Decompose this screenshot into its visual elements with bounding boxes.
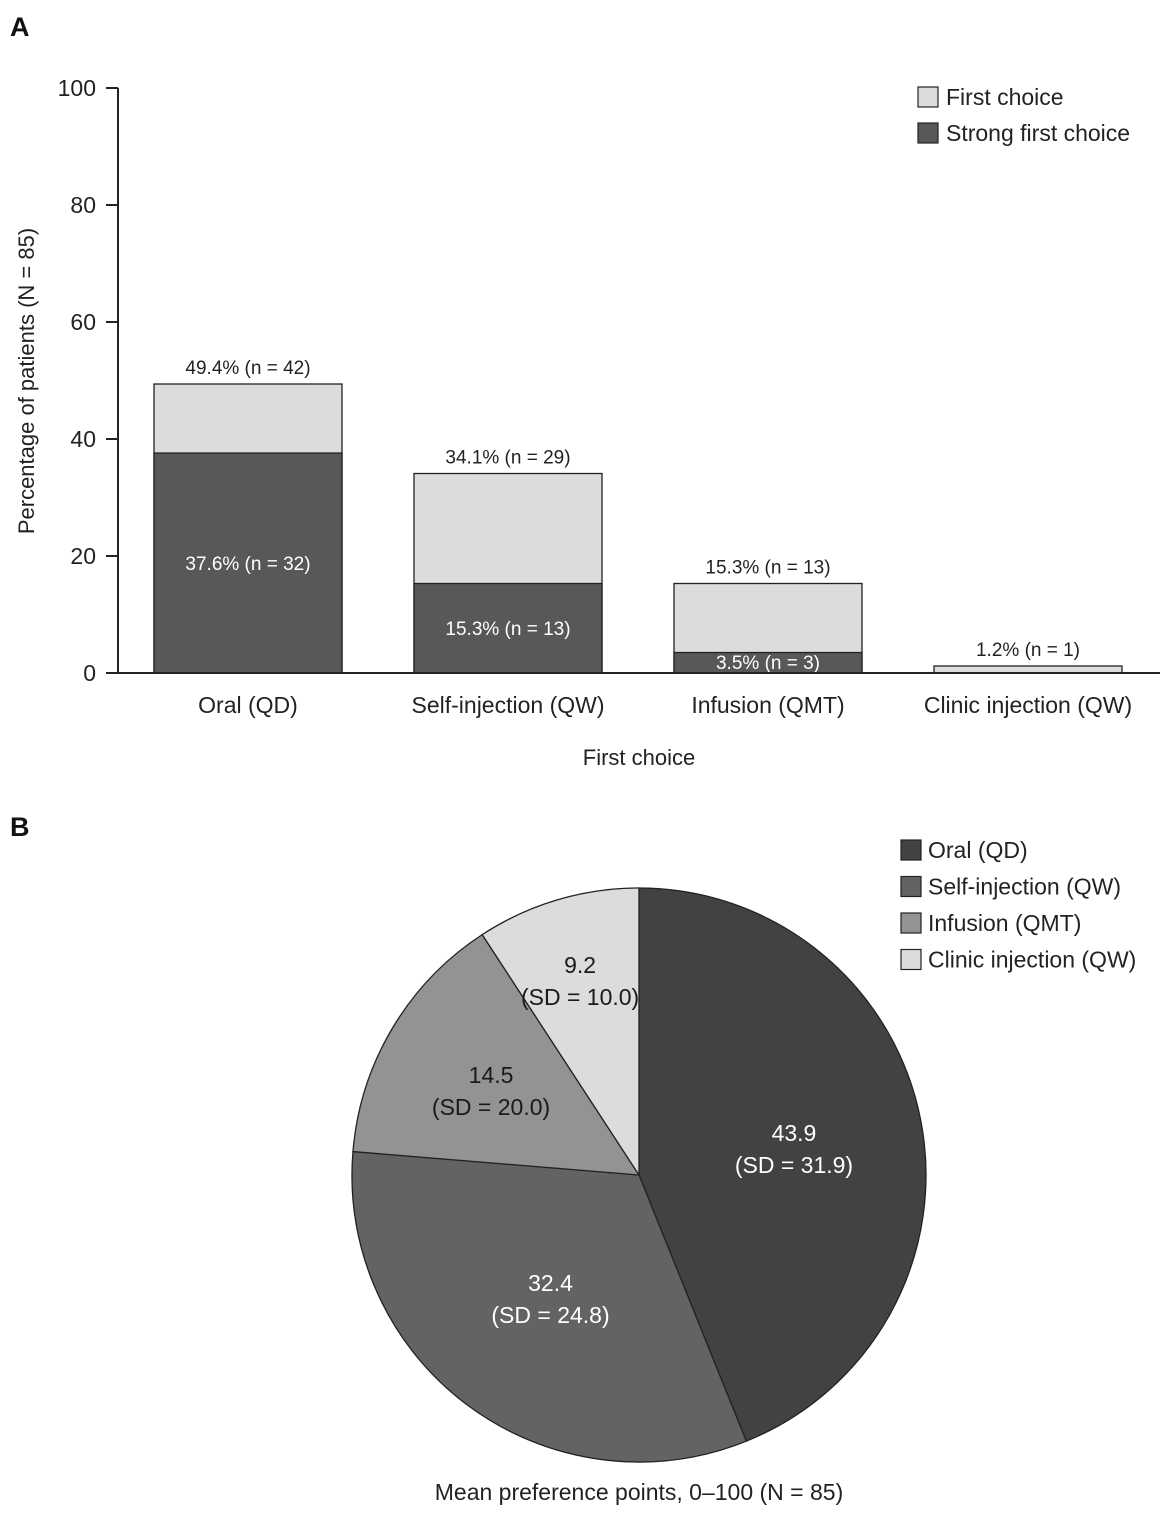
pie-slice-sd-label: (SD = 24.8) xyxy=(491,1302,609,1328)
legend-label-self-injection-qw: Self-injection (QW) xyxy=(928,874,1121,900)
y-tick-label: 20 xyxy=(70,543,96,569)
bar-strong-first-choice-self-injection-qw xyxy=(413,582,603,674)
pie-slice-value-label: 32.4 xyxy=(528,1270,573,1296)
x-tick-label: Self-injection (QW) xyxy=(412,692,605,718)
y-tick-label: 40 xyxy=(70,426,96,452)
bar-total-label: 1.2% (n = 1) xyxy=(976,640,1080,661)
bar-strong-label: 37.6% (n = 32) xyxy=(185,554,310,575)
legend-label-clinic-injection-qw: Clinic injection (QW) xyxy=(928,947,1136,973)
y-tick-label: 100 xyxy=(58,75,96,101)
legend-swatch-strong-first-choice xyxy=(917,122,939,144)
y-tick-label: 60 xyxy=(70,309,96,335)
pie-slice-sd-label: (SD = 10.0) xyxy=(521,984,639,1010)
pie-slice-sd-label: (SD = 31.9) xyxy=(735,1152,853,1178)
panel-a-label: A xyxy=(10,12,30,42)
legend-label-first-choice: First choice xyxy=(946,84,1064,110)
x-tick-label: Oral (QD) xyxy=(198,692,298,718)
pie-slice-self-injection-qw xyxy=(351,1150,748,1463)
pie-slice-value-label: 9.2 xyxy=(564,952,596,978)
y-tick-label: 0 xyxy=(83,660,96,686)
bar-legend: First choice Strong first choice xyxy=(917,84,1130,146)
pie-slice-oral-qd xyxy=(638,887,927,1443)
pie-slice-value-label: 14.5 xyxy=(469,1062,514,1088)
bar-total-label: 49.4% (n = 42) xyxy=(185,358,310,379)
pie-caption: Mean preference points, 0–100 (N = 85) xyxy=(435,1479,844,1505)
y-tick-label: 80 xyxy=(70,192,96,218)
bar-first-choice-clinic-injection-qw xyxy=(933,665,1123,674)
x-axis-title: First choice xyxy=(583,745,695,770)
legend-label-infusion-qmt: Infusion (QMT) xyxy=(928,910,1081,936)
panel-b-label: B xyxy=(10,812,30,842)
legend-swatch-infusion-qmt xyxy=(900,912,922,934)
bar-total-label: 34.1% (n = 29) xyxy=(445,448,570,469)
bar-strong-first-choice-oral-qd xyxy=(153,452,343,674)
legend-swatch-self-injection-qw xyxy=(900,875,922,898)
pie-chart: 43.9 (SD = 31.9) 32.4 (SD = 24.8) 14.5 (SD = … xyxy=(351,837,1136,1505)
bar-chart: 49.4% (n = 42) 37.6% (n = 32) 34.1% (n = 2… xyxy=(14,75,1160,770)
pie-legend: Oral (QD) Self-injection (QW) Infusion (QM… xyxy=(900,837,1136,973)
bar-strong-label: 15.3% (n = 13) xyxy=(445,619,570,640)
bar-total-label: 15.3% (n = 13) xyxy=(705,557,830,578)
x-tick-label: Infusion (QMT) xyxy=(691,692,844,718)
legend-swatch-oral-qd xyxy=(900,839,922,861)
legend-swatch-first-choice xyxy=(917,86,939,108)
pie-slice-sd-label: (SD = 20.0) xyxy=(432,1094,550,1120)
y-axis-title: Percentage of patients (N = 85) xyxy=(14,228,39,534)
legend-swatch-clinic-injection-qw xyxy=(900,948,922,971)
legend-label-oral-qd: Oral (QD) xyxy=(928,837,1028,863)
legend-label-strong-first-choice: Strong first choice xyxy=(946,120,1130,146)
pie-slice-infusion-qmt xyxy=(352,933,641,1176)
pie-slice-clinic-injection-qw xyxy=(481,887,640,1178)
x-tick-label: Clinic injection (QW) xyxy=(924,692,1132,718)
bar-strong-label: 3.5% (n = 3) xyxy=(716,653,820,674)
pie-slice-value-label: 43.9 xyxy=(772,1120,817,1146)
